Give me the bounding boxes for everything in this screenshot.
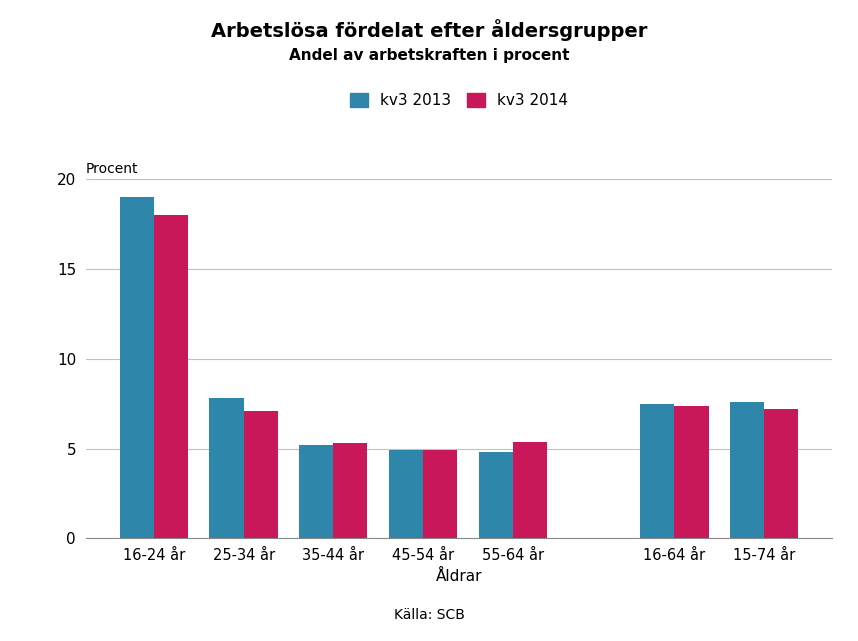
Text: Källa: SCB: Källa: SCB [394, 608, 464, 622]
Bar [479, 453, 513, 538]
Text: Arbetslösa fördelat efter åldersgrupper: Arbetslösa fördelat efter åldersgrupper [211, 19, 647, 41]
Text: Andel av arbetskraften i procent: Andel av arbetskraften i procent [289, 48, 569, 63]
Bar [334, 444, 367, 538]
Legend: kv3 2013, kv3 2014: kv3 2013, kv3 2014 [344, 87, 574, 114]
Bar [423, 451, 457, 538]
Bar [120, 197, 154, 538]
Bar [640, 404, 674, 538]
Bar [730, 402, 764, 538]
Bar [674, 406, 709, 538]
Bar [209, 399, 244, 538]
Bar [513, 442, 547, 538]
X-axis label: Åldrar: Åldrar [436, 569, 482, 584]
Bar [764, 409, 798, 538]
Bar [389, 451, 423, 538]
Bar [299, 445, 334, 538]
Text: Procent: Procent [86, 162, 138, 176]
Bar [154, 215, 188, 538]
Bar [244, 411, 278, 538]
